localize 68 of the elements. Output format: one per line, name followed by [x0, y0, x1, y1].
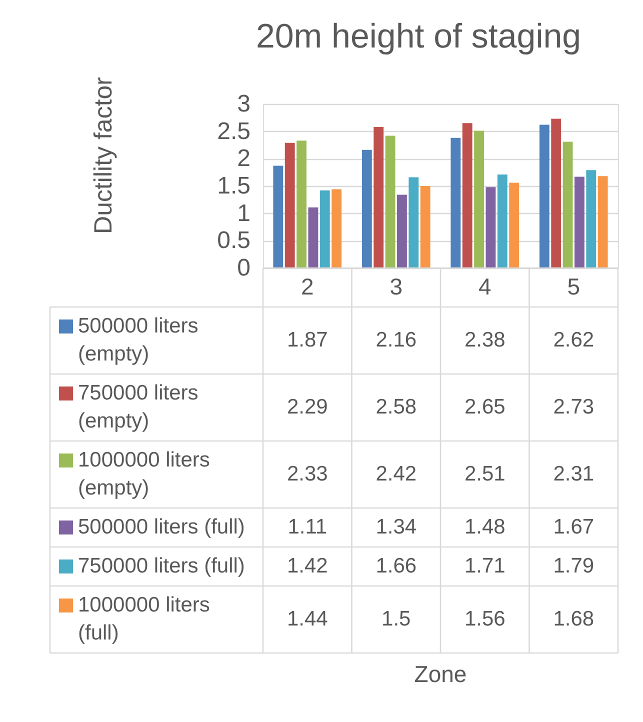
data-label: 1.5 — [382, 608, 411, 630]
bar — [284, 142, 295, 268]
data-label: 1.56 — [464, 608, 506, 630]
text: Zone — [414, 661, 467, 687]
legend-label: 500000 liters (full) — [78, 516, 245, 538]
y-tick-label: 2 — [237, 145, 250, 172]
data-label: 2.65 — [464, 396, 506, 418]
bar — [308, 207, 318, 268]
legend-label: 1000000 liters (full) — [78, 594, 210, 644]
data-label: 1.48 — [464, 516, 506, 538]
bar — [362, 150, 372, 268]
y-tick-label: 0 — [237, 254, 250, 282]
legend-label: 1000000 liters (empty) — [78, 448, 210, 500]
data-label: 2.29 — [286, 396, 328, 418]
bar — [296, 140, 306, 268]
bar — [586, 170, 596, 268]
bar — [598, 176, 608, 268]
legend-label: 750000 liters (full) — [78, 554, 245, 578]
data-label: 1.66 — [376, 554, 417, 578]
data-label: 1.67 — [553, 516, 594, 538]
bar — [332, 189, 342, 268]
data-label: 2.62 — [553, 328, 594, 352]
data-label: 2.51 — [464, 462, 506, 486]
x-tick-label: 4 — [478, 274, 492, 300]
data-label: 2.58 — [376, 396, 417, 418]
legend-label: 500000 liters (empty) — [78, 314, 198, 366]
y-tick-label: 1 — [237, 200, 250, 227]
data-label: 2.73 — [553, 396, 594, 418]
data-label: 1.71 — [464, 554, 506, 578]
y-tick-label: 1.5 — [217, 172, 250, 200]
y-tick-label: 2.5 — [217, 118, 250, 145]
bar — [497, 174, 508, 268]
y-tick-label: 0.5 — [217, 227, 250, 254]
bar — [509, 182, 520, 268]
bar — [420, 186, 430, 268]
bar — [385, 136, 396, 268]
data-label: 2.31 — [553, 462, 594, 486]
data-label: 1.87 — [286, 328, 328, 352]
data-label: 1.42 — [286, 554, 328, 578]
data-label: 2.42 — [376, 462, 417, 486]
bar — [320, 190, 330, 268]
bar — [374, 126, 384, 268]
bar — [273, 166, 284, 268]
legend-label: 750000 liters (empty) — [78, 382, 198, 432]
data-label: 2.16 — [376, 328, 417, 352]
chart-title: 20m height of staging — [256, 18, 582, 56]
bar — [462, 123, 472, 268]
y-tick-label: 3 — [237, 90, 250, 118]
x-tick-label: 5 — [567, 274, 580, 300]
bar — [562, 142, 573, 268]
x-tick-label: 3 — [390, 274, 403, 300]
bar — [474, 130, 484, 268]
bar — [408, 177, 419, 268]
data-label: 1.44 — [286, 608, 328, 630]
bar — [450, 138, 461, 268]
bar — [574, 176, 584, 268]
data-label: 1.79 — [553, 554, 594, 578]
bar — [551, 118, 562, 268]
data-label: 2.33 — [286, 462, 328, 486]
data-label: 1.34 — [376, 516, 417, 538]
data-label: 2.38 — [464, 328, 506, 352]
bar — [486, 187, 496, 268]
y-axis-title: Ductility factor — [90, 77, 118, 234]
bar — [539, 124, 550, 268]
data-label: 1.11 — [288, 516, 328, 538]
x-tick-label: 2 — [300, 274, 314, 300]
data-label: 1.68 — [553, 608, 594, 630]
bar — [397, 194, 407, 268]
